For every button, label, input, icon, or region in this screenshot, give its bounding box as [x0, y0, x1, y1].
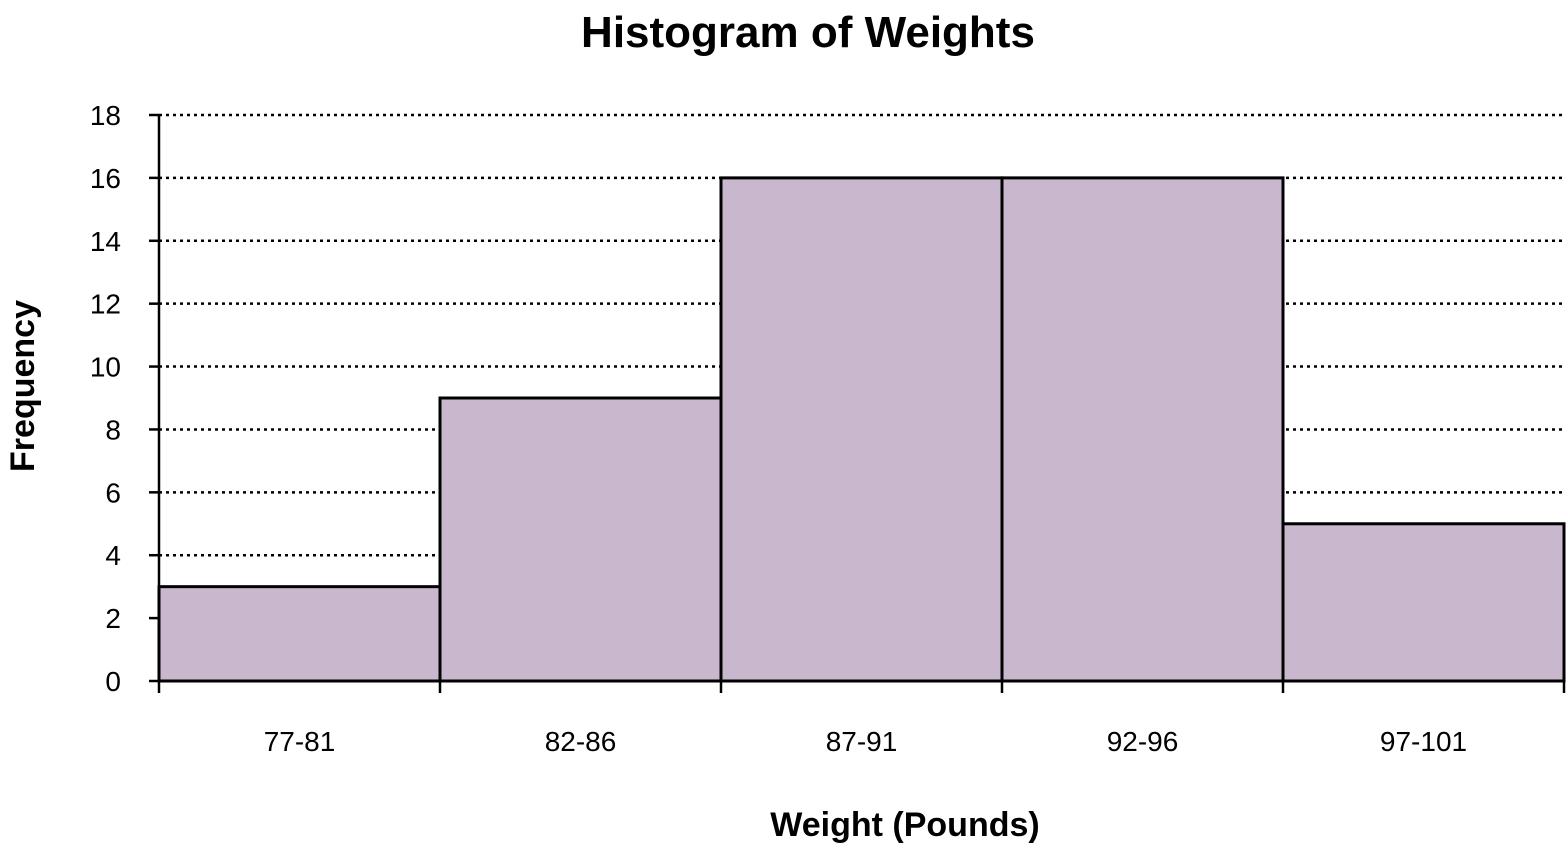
histogram-bar [1000, 176, 1285, 683]
histogram-bar [719, 176, 1004, 683]
y-tick-label: 0 [105, 666, 121, 697]
chart-title: Histogram of Weights [581, 8, 1035, 57]
histogram-bar [157, 585, 442, 683]
x-tick-label: 92-96 [1107, 726, 1179, 757]
y-tick-label: 16 [90, 163, 121, 194]
x-tick-label: 77-81 [264, 726, 336, 757]
y-axis-title: Frequency [4, 300, 42, 472]
y-tick-label: 12 [90, 289, 121, 320]
x-tick-label: 87-91 [826, 726, 898, 757]
histogram-bar [438, 396, 723, 683]
y-tick-label: 10 [90, 352, 121, 383]
y-tick-label: 14 [90, 226, 121, 257]
y-tick-label: 18 [90, 100, 121, 131]
axes [149, 113, 1566, 693]
y-tick-label: 8 [105, 414, 121, 445]
x-axis-title: Weight (Pounds) [770, 806, 1039, 844]
bars [157, 176, 1566, 683]
y-tick-label: 2 [105, 603, 121, 634]
y-tick-label: 6 [105, 477, 121, 508]
x-tick-label: 97-101 [1380, 726, 1467, 757]
histogram-bar [1281, 522, 1566, 683]
x-tick-labels: 77-81 82-86 87-91 92-96 97-101 [264, 726, 1467, 757]
y-tick-labels: 0 2 4 6 8 10 12 14 16 18 [90, 100, 121, 697]
x-tick-label: 82-86 [545, 726, 617, 757]
y-tick-label: 4 [105, 540, 121, 571]
